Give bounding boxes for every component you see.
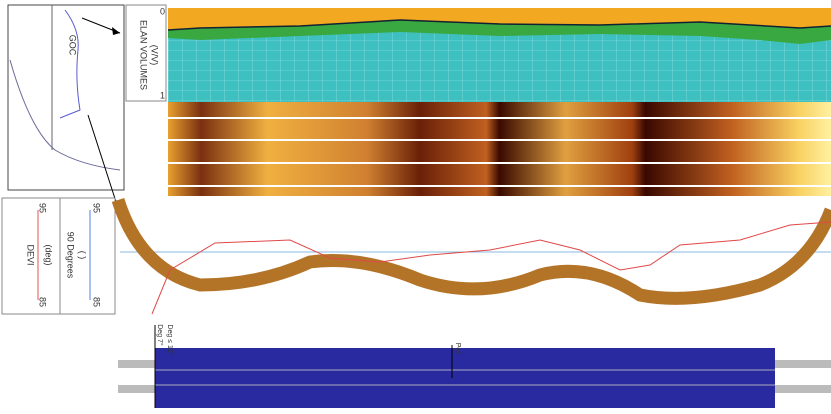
hydrocarbon-volume: [168, 8, 831, 30]
track-header: [1, 197, 61, 315]
track-unit: (V/V): [150, 45, 160, 66]
image-gaps: [168, 117, 831, 187]
track-header: [125, 4, 167, 102]
track-unit: (deg): [44, 244, 54, 265]
deviation-curve: [151, 221, 831, 315]
track-header: [59, 197, 116, 315]
inset-curve: [9, 59, 121, 171]
arrow-head: [112, 27, 120, 35]
track-max: 95: [38, 203, 48, 213]
trajectory-band: [111, 197, 831, 305]
inset-label: GOC: [68, 35, 78, 56]
pef-image: [155, 348, 775, 408]
track-title: 90 Degrees: [66, 232, 76, 279]
track-title: ELAN VOLUMES: [139, 20, 149, 90]
arrow: [87, 114, 119, 209]
track-unit: ( ): [78, 251, 88, 260]
track-max: 1: [160, 90, 165, 100]
track-min: 0: [160, 6, 165, 16]
inset-frame: [7, 4, 125, 191]
marker-label: Deg ≤ 10°: [166, 324, 174, 355]
volume-curve: [167, 19, 831, 31]
marker-label: Deg 7°: [156, 324, 164, 346]
inset-curve: [59, 9, 81, 119]
track-min: 85: [92, 297, 102, 307]
track-min: 85: [38, 297, 48, 307]
track-title: DEVI: [26, 244, 36, 265]
marker-label: Pef: [454, 343, 461, 354]
image-log: [168, 102, 831, 196]
track-max: 95: [92, 203, 102, 213]
